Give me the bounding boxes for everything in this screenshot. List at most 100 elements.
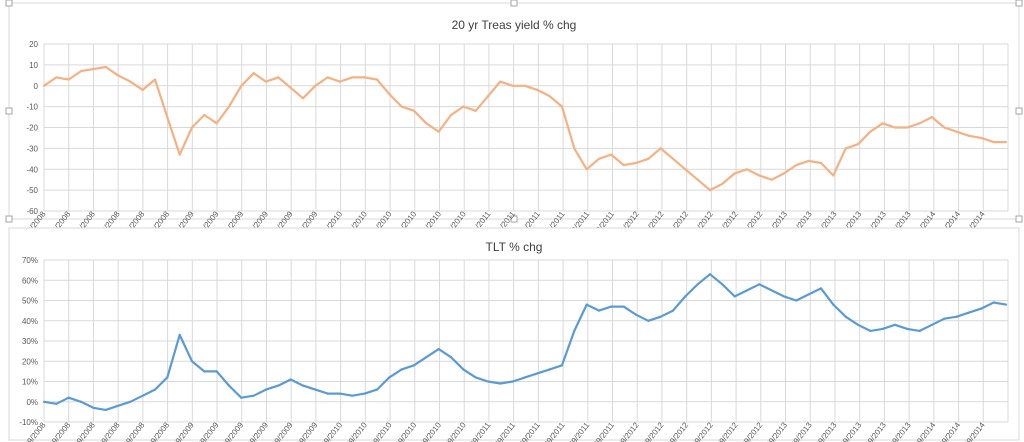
chart-yield-data-point [301,97,305,100]
chart-yield-data-point [289,86,292,89]
chart-yield-data-point [770,178,773,181]
chart-yield-data-point [486,95,490,98]
chart-tlt-data-point [289,378,292,381]
chart-tlt-data-point [264,388,268,391]
chart-yield-data-point [733,172,736,175]
chart-tlt-data-point [893,323,897,326]
chart-yield-data-point [585,168,588,171]
chart-yield-data-point [684,168,687,171]
chart-tlt-data-point [647,319,650,322]
chart-tlt-data-point [277,384,280,387]
chart-yield-data-point [696,178,699,181]
resize-handle[interactable] [5,0,13,7]
chart-tlt-plot [42,273,1008,411]
chart-tlt-data-point [240,396,243,399]
chart-yield-data-point [708,189,712,192]
chart-tlt-data-point [856,323,860,326]
chart-yield-data-point [721,182,724,185]
resize-handle[interactable] [1015,0,1023,7]
chart-tlt-data-point [610,305,613,308]
chart-tlt-data-point [1004,303,1008,306]
chart-tlt-data-point [708,273,712,276]
chart-tlt-data-point [388,376,391,379]
chart-tlt-data-point [351,394,354,397]
chart-yield-data-point [869,130,872,133]
chart-tlt-data-point [943,317,946,320]
chart-tlt-data-point [955,315,958,318]
chart-yield-data-point [412,109,416,112]
y-tick-label: 0 [34,82,39,91]
chart-tlt-data-point [301,384,305,387]
chart-tlt-data-point [634,313,638,316]
chart-tlt-data-point [141,394,144,397]
chart-tlt-data-point [55,402,58,405]
chart-tlt-data-point [104,408,107,411]
chart-yield-data-point [437,130,440,133]
chart-tlt-data-point [992,301,995,304]
chart-tlt-data-point [116,404,120,407]
chart-tlt-y-tick-labels: 70% 60% 50% 40% 30% 20% 10% 0% -10% [19,256,38,427]
chart-yield-data-point [215,122,218,125]
chart-yield-selection-handles[interactable] [5,0,1023,223]
chart-tlt-data-point [573,329,576,332]
resize-handle[interactable] [1015,215,1023,223]
resize-handle[interactable] [510,0,518,7]
chart-tlt-data-point [375,388,379,391]
chart-yield-data-point [1004,141,1008,144]
chart-yield-data-point [807,159,810,162]
chart-tlt-data-point [178,333,181,336]
chart-tlt-data-point [906,327,909,330]
chart-tlt-data-point [462,368,465,371]
chart-tlt-data-point [215,370,218,373]
chart-tlt-data-point [758,283,761,286]
chart-yield-data-point [499,80,502,83]
chart-tlt-data-point [832,303,835,306]
chart-yield-data-point [326,76,329,79]
chart-tlt-data-point [980,307,983,310]
y-tick-label: 20 [29,40,38,49]
chart-yield-gridlines [43,43,1009,212]
chart-yield-data-point [153,78,157,81]
chart-tlt-data-point [412,364,416,367]
chart-tlt-data-point [425,356,428,359]
chart-tlt-data-point [92,406,95,409]
chart-yield-data-point [42,84,46,87]
resize-handle[interactable] [5,215,13,223]
chart-yield-data-point [449,113,453,117]
y-tick-label: -20 [26,124,38,133]
resize-handle[interactable] [1015,107,1023,115]
chart-yield-data-point [856,143,860,146]
chart-yield-data-point [240,84,243,87]
chart-tlt-data-point [536,372,539,375]
chart-yield-data-point [560,105,564,108]
resize-handle[interactable] [5,107,13,115]
y-tick-label: -40 [26,165,38,174]
chart-yield-data-point [511,84,514,87]
y-tick-label: -10% [19,418,38,427]
chart-tlt-data-point [338,392,342,395]
chart-yield-data-point [893,126,897,129]
y-tick-label: -10 [26,103,38,112]
chart-tlt-data-point [721,283,724,286]
chart-yield-data-point [610,153,613,156]
chart-yield-data-point [462,105,465,108]
chart-tlt-data-point [733,295,736,298]
chart-tlt-data-point [819,287,823,290]
chart-tlt-data-point [449,356,453,359]
chart-tlt-data-point [486,380,490,383]
chart-yield-data-point [573,147,576,150]
y-tick-label: 60% [22,276,38,285]
resize-handle[interactable] [510,215,518,223]
chart-yield-y-tick-labels: 20 10 0 -10 -20 -30 -40 -50 -60 [26,40,38,216]
chart-yield-data-point [930,116,934,119]
chart-yield-data-point [351,76,354,79]
chart-tlt-data-point [79,400,83,403]
chart-yield-data-point [92,68,95,71]
chart-tlt-data-point [166,376,169,379]
chart-yield-data-point [203,113,206,117]
chart-tlt-data-point [252,394,255,397]
chart-yield-data-point [116,74,120,77]
chart-yield-data-point [536,88,539,91]
chart-tlt-data-point [782,295,786,298]
